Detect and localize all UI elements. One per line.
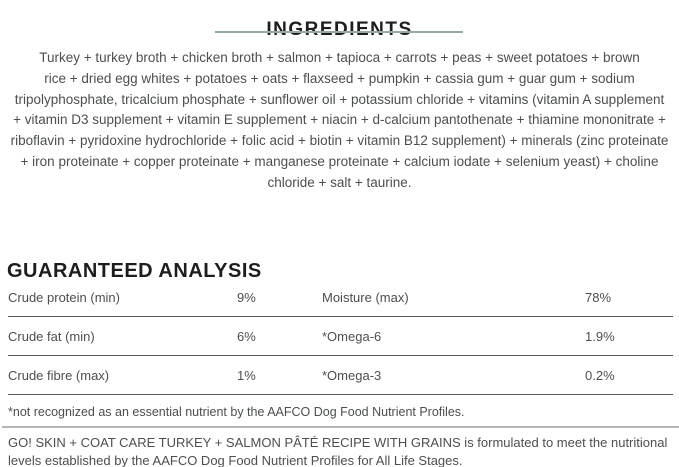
nutrient-value: 78% xyxy=(585,289,612,305)
ingredients-line: Turkey + turkey broth + chicken broth + … xyxy=(39,50,640,65)
ingredients-line: tripolyphosphate, tricalcium phosphate +… xyxy=(14,91,665,107)
aafco-statement: GO! SKIN + COAT CARE TURKEY + SALMON PÂT… xyxy=(8,435,668,467)
analysis-row: Crude fat (min) 6% *Omega-6 1.9% xyxy=(8,317,673,356)
nutrient-value: 6% xyxy=(237,328,256,344)
nutrient-name: Crude fat (min) xyxy=(8,328,95,344)
ingredients-line: rice + dried egg whites + potatoes + oat… xyxy=(44,70,635,86)
nutrient-name: Moisture (max) xyxy=(322,289,409,305)
section-divider xyxy=(2,426,679,428)
ingredients-title: INGREDIENTS xyxy=(266,18,413,40)
nutrient-name: Crude fibre (max) xyxy=(8,367,110,383)
title-accent-underline xyxy=(215,31,463,33)
ingredients-line: + vitamin D3 supplement + vitamin E supp… xyxy=(13,112,666,128)
analysis-footnote: *not recognized as an essential nutrient… xyxy=(8,405,465,419)
nutrient-value: 1% xyxy=(237,367,256,383)
nutrient-value: 1.9% xyxy=(585,328,615,344)
nutrient-name: *Omega-6 xyxy=(322,328,382,344)
analysis-row: Crude protein (min) 9% Moisture (max) 78… xyxy=(8,278,673,317)
guaranteed-analysis-title: GUARANTEED ANALYSIS xyxy=(7,259,262,282)
ingredients-line: + iron proteinate + copper proteinate + … xyxy=(20,153,659,169)
nutrient-name: *Omega-3 xyxy=(322,367,382,383)
ingredients-line: chloride + salt + taurine. xyxy=(267,174,412,190)
nutrient-value: 9% xyxy=(237,289,256,305)
ingredients-line: riboflavin + pyridoxine hydrochloride + … xyxy=(10,133,669,149)
ingredients-paragraph: Turkey + turkey broth + chicken broth + … xyxy=(5,48,674,194)
nutrient-name: Crude protein (min) xyxy=(8,289,120,305)
guaranteed-analysis-table: Crude protein (min) 9% Moisture (max) 78… xyxy=(8,278,673,395)
nutrient-value: 0.2% xyxy=(585,367,615,383)
analysis-row: Crude fibre (max) 1% *Omega-3 0.2% xyxy=(8,356,673,395)
